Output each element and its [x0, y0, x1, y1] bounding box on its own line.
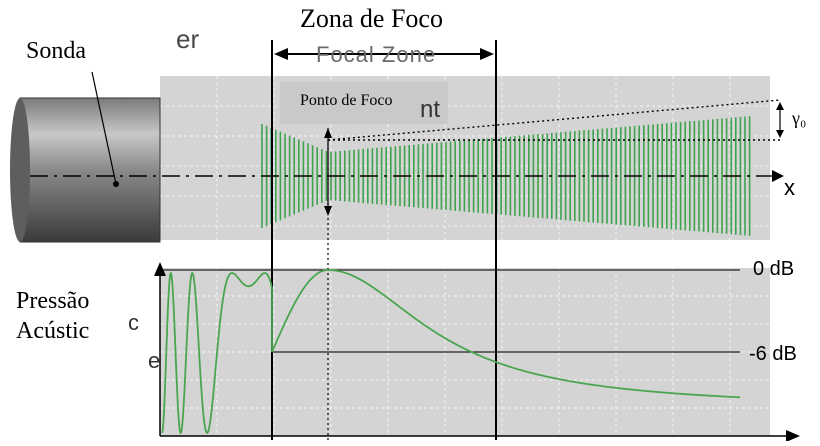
ghost-text-top: er — [176, 24, 199, 55]
gamma-arrow-up — [776, 102, 784, 110]
ghost-text-left-2: e — [148, 348, 160, 374]
pressure-x-arrow — [786, 430, 800, 441]
ghost-text-point: nt — [420, 96, 440, 124]
focal-zone-arrow-left — [274, 48, 288, 60]
x-axis-arrow — [772, 170, 784, 182]
ghost-text-left-1: c — [128, 310, 139, 336]
probe-label: Sonda — [26, 38, 86, 65]
focal-zone-arrow-right — [480, 48, 494, 60]
focus-point-label: Ponto de Foco — [300, 92, 392, 110]
ghost-text-focal-zone: Focal Zone — [316, 42, 436, 68]
focus-zone-title: Zona de Foco — [296, 4, 447, 34]
minus6-db-label: -6 dB — [749, 343, 797, 366]
pressure-label-line1: Pressão — [14, 288, 91, 315]
pressure-label-line2: Acústic — [14, 318, 91, 345]
probe-body — [13, 98, 160, 242]
gamma-arrow-down — [776, 130, 784, 138]
probe-face — [10, 98, 30, 242]
gamma-label: γ₀ — [792, 108, 806, 129]
x-axis-label: x — [784, 175, 795, 201]
zero-db-label: 0 dB — [753, 258, 794, 281]
